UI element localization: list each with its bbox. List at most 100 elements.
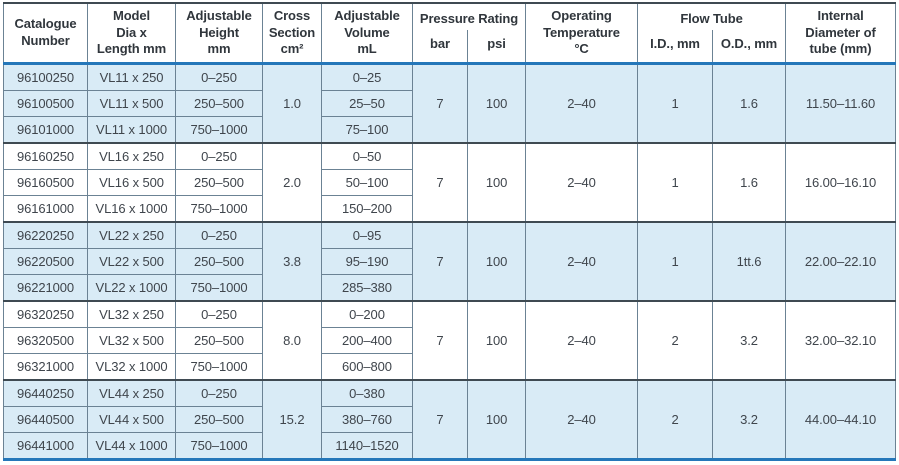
spec-table: Catalogue Number Model Dia x Length mm A… xyxy=(3,2,897,461)
cell-volume: 285–380 xyxy=(321,273,413,302)
col-header-internal-diameter: Internal Diameter of tube (mm) xyxy=(785,3,897,65)
cell-model: VL11 x 500 xyxy=(87,89,176,117)
table-row: 96100250 VL11 x 250 0–250 1.0 0–25 7 100 2–40 1 1… xyxy=(3,62,897,144)
cell-model: VL16 x 1000 xyxy=(87,194,176,223)
cell-cross-section: 2.0 xyxy=(262,141,322,223)
cell-height: 0–250 xyxy=(175,62,263,91)
cell-pressure-psi: 100 xyxy=(466,378,527,460)
col-header-volume: Adjustable Volume mL xyxy=(321,3,413,65)
cell-volume: 380–760 xyxy=(321,405,413,433)
cell-volume: 0–380 xyxy=(321,378,413,407)
cell-flow-od: 3.2 xyxy=(712,378,787,460)
cell-flow-id: 1 xyxy=(637,141,714,223)
cell-volume: 75–100 xyxy=(321,115,413,144)
col-header-flow-tube: Flow Tube xyxy=(637,3,787,30)
cell-height: 250–500 xyxy=(175,405,263,433)
table-row: 96160250 VL16 x 250 0–250 2.0 0–50 7 100 2–40 1 1… xyxy=(3,141,897,223)
col-header-cross-section: Cross Section cm² xyxy=(262,3,322,65)
cell-volume: 150–200 xyxy=(321,194,413,223)
cell-flow-id: 2 xyxy=(637,378,714,460)
cell-flow-od: 1.6 xyxy=(712,141,787,223)
cell-height: 750–1000 xyxy=(175,352,263,381)
cell-volume: 0–50 xyxy=(321,141,413,170)
cell-height: 250–500 xyxy=(175,89,263,117)
header-row-sub: bar psi I.D., mm O.D., mm xyxy=(4,29,896,65)
cell-pressure-bar: 7 xyxy=(412,62,468,144)
col-header-catalogue: Catalogue Number xyxy=(3,3,88,65)
table-row: 96161000 VL16 x 1000 750–1000 150–200 xyxy=(3,194,896,223)
cell-cross-section: 8.0 xyxy=(262,299,322,381)
cell-volume: 50–100 xyxy=(321,168,413,196)
col-header-flow-od: O.D., mm xyxy=(712,29,787,65)
cell-volume: 95–190 xyxy=(321,247,413,275)
table-row: 96320500 VL32 x 500 250–500 200–400 xyxy=(3,326,896,354)
cell-model: VL11 x 250 xyxy=(87,62,176,91)
col-header-flow-id: I.D., mm xyxy=(637,29,714,65)
cell-pressure-psi: 100 xyxy=(466,299,527,381)
cell-model: VL22 x 500 xyxy=(87,247,176,275)
table-row: 96440250 VL44 x 250 0–250 15.2 0–380 7 100 2–40… xyxy=(3,378,897,460)
cell-catalogue: 96101000 xyxy=(3,115,88,144)
table-row: 96220500 VL22 x 500 250–500 95–190 xyxy=(3,247,896,275)
cell-flow-od: 1.6 xyxy=(712,62,787,144)
cell-volume: 1140–1520 xyxy=(321,431,413,460)
cell-cross-section: 15.2 xyxy=(262,378,322,460)
cell-operating-temp: 2–40 xyxy=(525,378,639,460)
cell-model: VL44 x 250 xyxy=(87,378,176,407)
cell-catalogue: 96221000 xyxy=(3,273,88,302)
cell-internal-diameter: 22.00–22.10 xyxy=(785,220,897,302)
cell-volume: 0–200 xyxy=(321,299,413,328)
cell-height: 750–1000 xyxy=(175,273,263,302)
cell-volume: 0–95 xyxy=(321,220,413,249)
cell-catalogue: 96220500 xyxy=(3,247,88,275)
cell-catalogue: 96320500 xyxy=(3,326,88,354)
cell-catalogue: 96160500 xyxy=(3,168,88,196)
cell-pressure-bar: 7 xyxy=(412,141,468,223)
cell-height: 750–1000 xyxy=(175,115,263,144)
cell-height: 750–1000 xyxy=(175,431,263,460)
cell-flow-od: 3.2 xyxy=(712,299,787,381)
cell-volume: 600–800 xyxy=(321,352,413,381)
table-row: 96441000 VL44 x 1000 750–1000 1140–1520 xyxy=(3,431,896,460)
cell-operating-temp: 2–40 xyxy=(525,220,639,302)
cell-operating-temp: 2–40 xyxy=(525,141,639,223)
cell-catalogue: 96320250 xyxy=(3,299,88,328)
cell-model: VL32 x 1000 xyxy=(87,352,176,381)
cell-catalogue: 96160250 xyxy=(3,141,88,170)
cell-flow-od: 1tt.6 xyxy=(712,220,787,302)
table-row: 96321000 VL32 x 1000 750–1000 600–800 xyxy=(3,352,896,381)
col-header-pressure-psi: psi xyxy=(466,29,527,65)
cell-catalogue: 96321000 xyxy=(3,352,88,381)
cell-pressure-bar: 7 xyxy=(412,220,468,302)
col-header-pressure-bar: bar xyxy=(412,29,468,65)
cell-pressure-bar: 7 xyxy=(412,378,468,460)
cell-volume: 25–50 xyxy=(321,89,413,117)
cell-volume: 0–25 xyxy=(321,62,413,91)
cell-model: VL16 x 500 xyxy=(87,168,176,196)
cell-catalogue: 96440250 xyxy=(3,378,88,407)
cell-model: VL16 x 250 xyxy=(87,141,176,170)
cell-catalogue: 96220250 xyxy=(3,220,88,249)
cell-internal-diameter: 16.00–16.10 xyxy=(785,141,897,223)
spec-table-header: Catalogue Number Model Dia x Length mm A… xyxy=(3,3,897,65)
table-row: 96320250 VL32 x 250 0–250 8.0 0–200 7 100 2–40 2… xyxy=(3,299,897,381)
cell-model: VL32 x 250 xyxy=(87,299,176,328)
cell-pressure-psi: 100 xyxy=(466,141,527,223)
table-row: 96100500 VL11 x 500 250–500 25–50 xyxy=(3,89,896,117)
cell-model: VL44 x 1000 xyxy=(87,431,176,460)
cell-internal-diameter: 11.50–11.60 xyxy=(785,62,897,144)
cell-catalogue: 96440500 xyxy=(3,405,88,433)
col-header-height: Adjustable Height mm xyxy=(175,3,263,65)
cell-pressure-psi: 100 xyxy=(466,62,527,144)
cell-model: VL11 x 1000 xyxy=(87,115,176,144)
col-header-pressure-rating: Pressure Rating xyxy=(411,3,527,30)
cell-catalogue: 96100500 xyxy=(3,89,88,117)
cell-height: 250–500 xyxy=(175,247,263,275)
cell-flow-id: 1 xyxy=(637,62,714,144)
col-header-operating-temp: Operating Temperature °C xyxy=(525,3,639,65)
cell-model: VL32 x 500 xyxy=(87,326,176,354)
cell-cross-section: 3.8 xyxy=(262,220,322,302)
cell-model: VL44 x 500 xyxy=(87,405,176,433)
cell-height: 0–250 xyxy=(175,299,263,328)
